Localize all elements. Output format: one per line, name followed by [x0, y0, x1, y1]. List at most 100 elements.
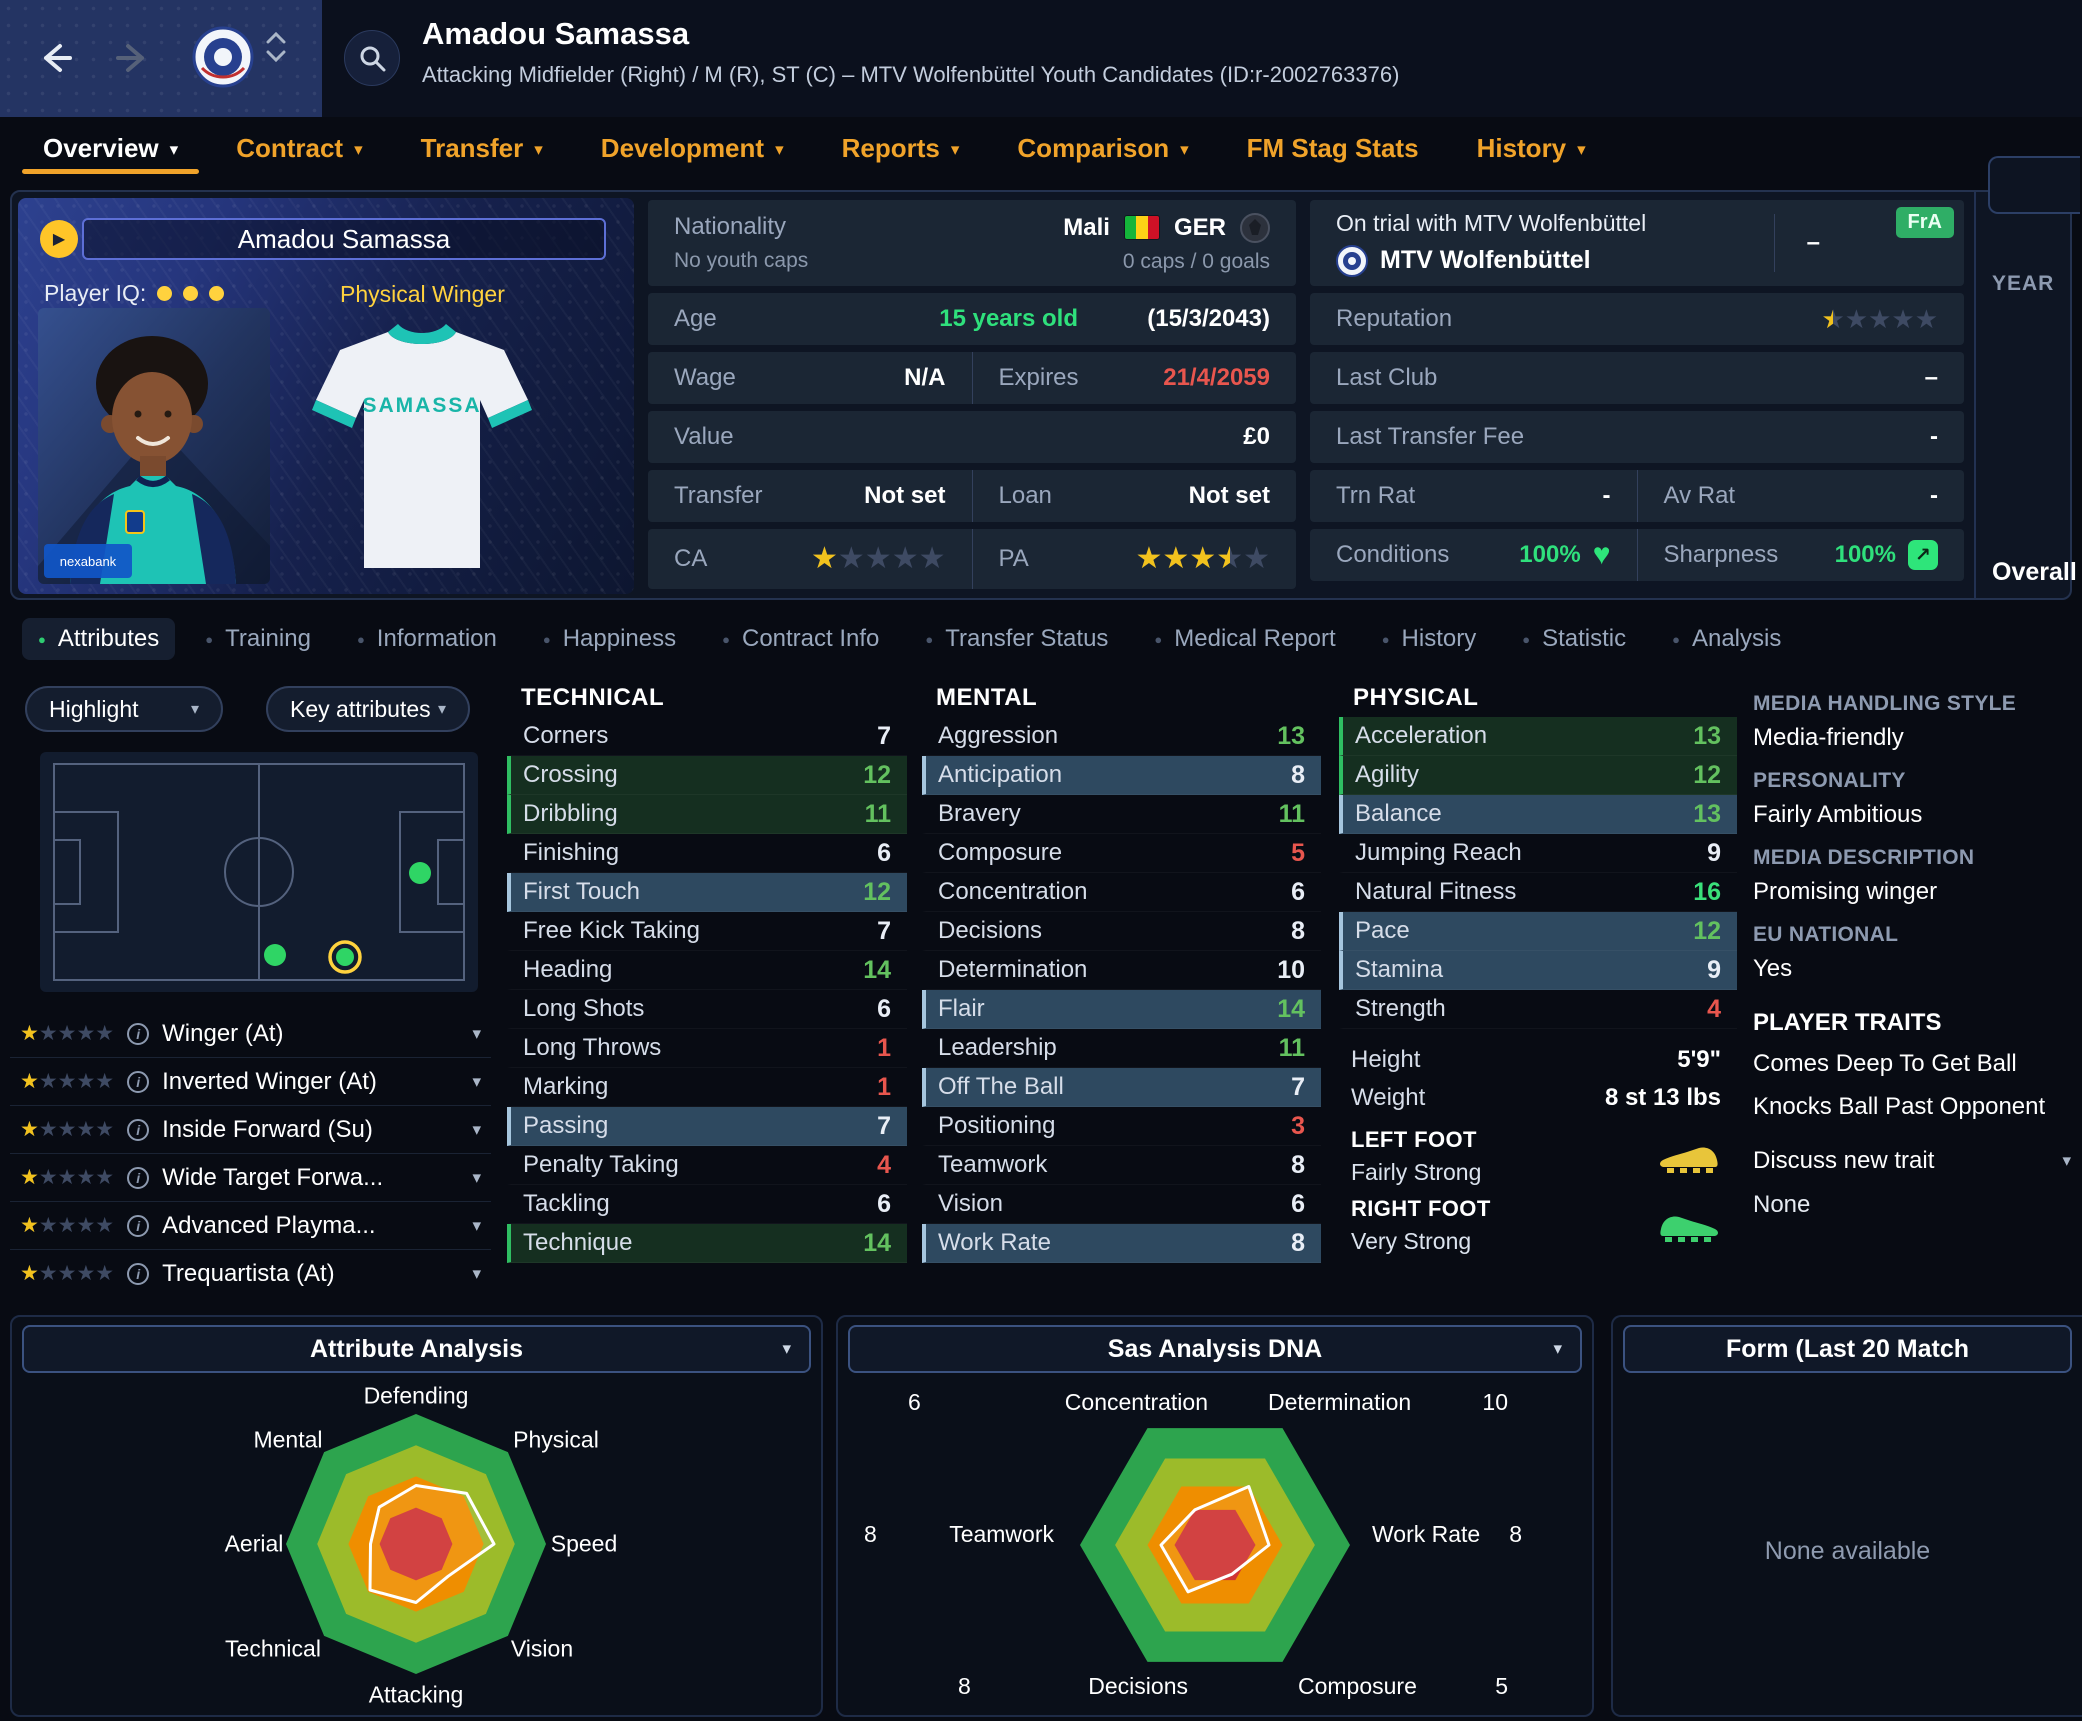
info-icon[interactable]: i [127, 1166, 150, 1189]
conditions-label: Conditions [1336, 541, 1450, 568]
sub-tab-label: Statistic [1542, 625, 1627, 652]
technical-rows: Corners 7 Crossing 12 Dribbling 11 [507, 717, 907, 1263]
player-jersey: SAMASSA [308, 314, 536, 580]
dna-axis-label: 8 Teamwork [864, 1521, 1054, 1548]
play-badge-icon[interactable]: ▶ [40, 220, 78, 258]
search-icon [360, 46, 386, 72]
profile-overview-panel: ▶ Amadou Samassa Player IQ: Physical Win… [10, 156, 2080, 600]
dna-analysis-panel: Sas Analysis DNA ▾ 6 Concentration Deter… [836, 1315, 1594, 1717]
mental-attributes: MENTAL Aggression 13 Anticipation 8 Brav… [922, 670, 1321, 1263]
attribute-value: 12 [863, 877, 891, 906]
player-trait: Comes Deep To Get Ball [1753, 1050, 2017, 1077]
main-tab[interactable]: Comparison ▾ [988, 117, 1217, 179]
sub-tab[interactable]: ● Medical Report [1138, 618, 1351, 660]
discuss-new-trait-dropdown[interactable]: Discuss new trait ▾ [1753, 1147, 2071, 1175]
highlight-dropdown[interactable]: Highlight ▾ [25, 686, 223, 732]
attribute-analysis-selector[interactable]: Attribute Analysis ▾ [22, 1325, 811, 1373]
attribute-row: Penalty Taking 4 [507, 1146, 907, 1185]
last-club-row: Last Club – [1310, 352, 1964, 404]
attribute-name: Agility [1355, 761, 1420, 788]
dna-analysis-selector[interactable]: Sas Analysis DNA ▾ [848, 1325, 1582, 1373]
search-button[interactable] [344, 30, 400, 86]
attribute-name: Technique [523, 1229, 633, 1256]
radar-axis-label: Aerial [224, 1530, 284, 1557]
chevron-down-icon: ▾ [472, 1167, 481, 1187]
germany-crest-icon [1240, 212, 1270, 243]
role-name: Inside Forward (Su) [162, 1115, 373, 1143]
sub-tab[interactable]: ● Information [341, 618, 513, 660]
sub-tab[interactable]: ● Happiness [527, 618, 692, 660]
attribute-value: 12 [1693, 760, 1721, 789]
role-name: Inverted Winger (At) [162, 1067, 377, 1095]
radar-axis-label: Technical [225, 1635, 321, 1662]
attribute-value: 7 [1291, 1072, 1305, 1101]
attribute-value: 11 [1278, 1033, 1305, 1062]
sub-tab-label: Happiness [562, 625, 677, 652]
info-icon[interactable]: i [127, 1214, 150, 1237]
dna-axis-value: 6 [908, 1389, 921, 1415]
main-tab[interactable]: Reports ▾ [813, 117, 989, 179]
info-icon[interactable]: i [127, 1070, 150, 1093]
loan-status: Not set [1188, 482, 1270, 509]
side-panel-edge [1988, 156, 2080, 214]
info-icon[interactable]: i [127, 1262, 150, 1285]
form-panel-selector[interactable]: Form (Last 20 Match [1623, 1325, 2072, 1373]
club-logo-icon[interactable] [192, 26, 254, 88]
back-button[interactable] [28, 30, 84, 86]
main-tab[interactable]: History ▾ [1448, 117, 1615, 179]
position-role-row[interactable]: ★★★★★★★★★★ i Inverted Winger (At) ▾ [10, 1058, 491, 1106]
sub-tab[interactable]: ● Transfer Status [909, 618, 1124, 660]
left-boot-icon [1660, 1147, 1718, 1173]
chevron-down-icon: ▾ [782, 1339, 791, 1358]
attribute-name: Bravery [938, 800, 1021, 827]
player-identity: Amadou Samassa Attacking Midfielder (Rig… [422, 16, 1399, 88]
sub-tab[interactable]: ● Contract Info [706, 618, 895, 660]
main-tab[interactable]: Transfer ▾ [392, 117, 572, 179]
info-icon[interactable]: i [127, 1118, 150, 1141]
main-tab[interactable]: FM Stag Stats [1218, 117, 1448, 179]
position-role-row[interactable]: ★★★★★★★★★★ i Trequartista (At) ▾ [10, 1250, 491, 1288]
sub-tab[interactable]: ● Statistic [1506, 618, 1642, 660]
main-tab[interactable]: Overview ▾ [14, 117, 207, 179]
attribute-row: Strength 4 [1339, 990, 1737, 1029]
attribute-value: 6 [877, 838, 891, 867]
position-role-row[interactable]: ★★★★★★★★★★ i Wide Target Forwa... ▾ [10, 1154, 491, 1202]
player-meta-column: MEDIA HANDLING STYLE Media-friendly PERS… [1753, 670, 2071, 1219]
main-tab[interactable]: Development ▾ [572, 117, 813, 179]
key-attributes-dropdown[interactable]: Key attributes ▾ [266, 686, 470, 732]
club-selector-expander[interactable] [266, 32, 286, 62]
club-link[interactable]: MTV Wolfenbüttel [1336, 244, 1646, 277]
dna-axis-label: 6 Concentration [908, 1389, 1208, 1416]
position-role-row[interactable]: ★★★★★★★★★★ i Winger (At) ▾ [10, 1010, 491, 1058]
dna-axis-name: Work Rate [1372, 1521, 1481, 1547]
player-iq: Player IQ: [44, 280, 225, 307]
key-attributes-dropdown-label: Key attributes [290, 695, 431, 722]
attribute-row: Positioning 3 [922, 1107, 1321, 1146]
main-tab-label: Contract [236, 132, 344, 163]
left-foot-block: LEFT FOOT Fairly Strong [1339, 1117, 1737, 1186]
status-badge: FrA [1895, 207, 1954, 238]
ca-label: CA [674, 545, 708, 572]
position-role-row[interactable]: ★★★★★★★★★★ i Inside Forward (Su) ▾ [10, 1106, 491, 1154]
position-role-row[interactable]: ★★★★★★★★★★ i Advanced Playma... ▾ [10, 1202, 491, 1250]
attribute-value: 1 [877, 1033, 891, 1062]
tab-dot-icon: ● [1522, 631, 1531, 647]
sub-tab[interactable]: ● History [1366, 618, 1493, 660]
sub-tab[interactable]: ● Attributes [22, 618, 176, 660]
chevron-down-icon: ▾ [472, 1263, 481, 1283]
sub-tab[interactable]: ● Analysis [1656, 618, 1797, 660]
physical-header: PHYSICAL [1353, 684, 1479, 711]
forward-button[interactable] [104, 30, 160, 86]
info-icon[interactable]: i [127, 1022, 150, 1045]
attribute-row: Long Throws 1 [507, 1029, 907, 1068]
heart-icon: ♥ [1592, 538, 1611, 571]
attribute-value: 1 [877, 1072, 891, 1101]
attribute-name: Free Kick Taking [523, 917, 700, 944]
main-tab[interactable]: Contract ▾ [207, 117, 391, 179]
top-bar: Amadou Samassa Attacking Midfielder (Rig… [0, 0, 2082, 117]
attribute-name: Leadership [938, 1034, 1057, 1061]
attribute-row: Composure 5 [922, 834, 1321, 873]
sub-tab[interactable]: ● Training [189, 618, 327, 660]
attribute-value: 4 [1707, 994, 1721, 1023]
main-tab-bar: Overview ▾ Contract ▾ Transfer ▾ Develop… [0, 117, 2082, 179]
